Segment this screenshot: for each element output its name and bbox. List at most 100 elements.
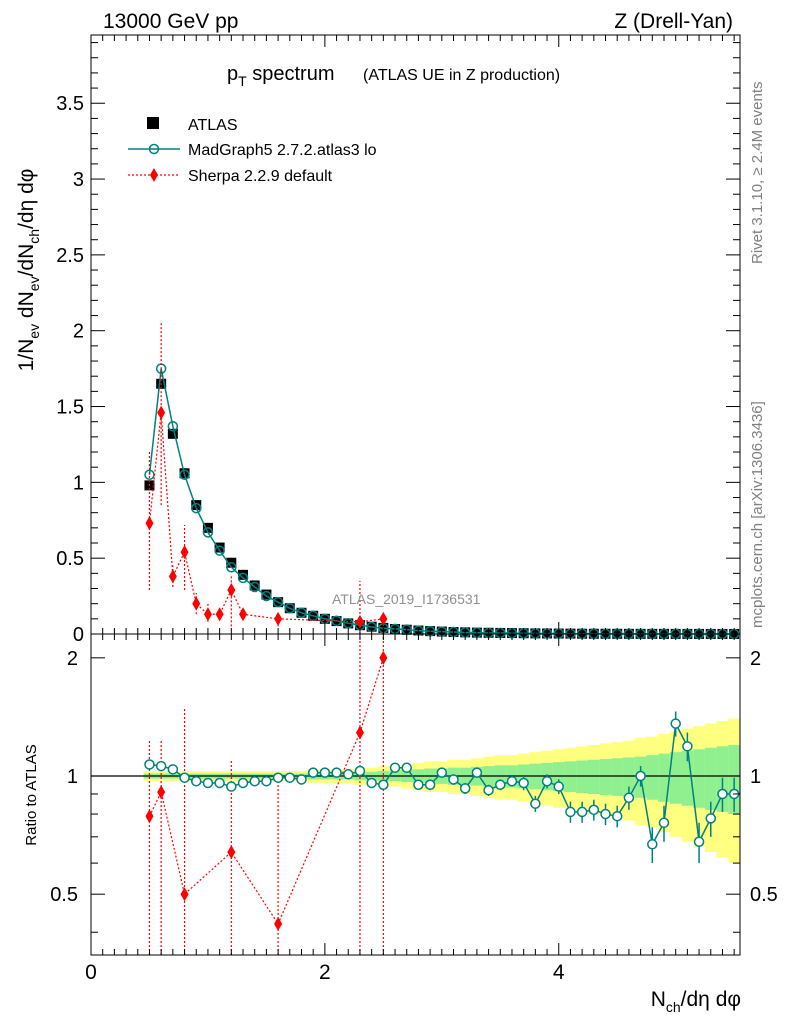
madgraph-ratio-point bbox=[588, 804, 600, 816]
madgraph-data-point bbox=[272, 596, 284, 608]
madgraph-data-point bbox=[202, 527, 214, 538]
madgraph-ratio-point bbox=[378, 779, 389, 791]
sherpa-data-point bbox=[215, 607, 224, 622]
madgraph-ratio-point bbox=[717, 788, 728, 800]
legend-sherpa-label: Sherpa 2.2.9 default bbox=[188, 168, 333, 185]
ratio-panel: 0 2 4 0.5 0.5 1 1 2 2 Ratio to ATLAS Nch/dη dφ bbox=[23, 633, 778, 1015]
madgraph-data-point bbox=[179, 469, 190, 481]
sherpa-data-point bbox=[180, 545, 189, 560]
header-right: Z (Drell-Yan) bbox=[614, 10, 733, 33]
sherpa-ratio-point bbox=[145, 809, 154, 824]
main-y-tick-label: 1 bbox=[73, 472, 84, 494]
madgraph-ratio-point bbox=[354, 765, 366, 777]
madgraph-ratio-point bbox=[261, 775, 272, 787]
main-y-tick-label: 3.5 bbox=[56, 93, 84, 115]
legend-atlas-label: ATLAS bbox=[188, 117, 238, 134]
sherpa-data-point bbox=[227, 583, 236, 598]
madgraph-ratio-point bbox=[495, 779, 506, 791]
madgraph-ratio-point bbox=[202, 777, 214, 789]
uncertainty-band-green bbox=[646, 755, 659, 800]
ratio-y-tick-label: 1 bbox=[67, 766, 78, 788]
legend: ATLAS MadGraph5 2.7.2.atlas3 lo Sherpa 2… bbox=[128, 117, 377, 185]
madgraph-ratio-point bbox=[155, 760, 167, 772]
madgraph-ratio-point bbox=[600, 808, 611, 820]
madgraph-ratio-point bbox=[705, 813, 717, 824]
ratio-y-axis-label: Ratio to ATLAS bbox=[23, 744, 40, 845]
atlas-data-point bbox=[214, 542, 225, 553]
madgraph-ratio-point bbox=[249, 775, 260, 787]
legend-atlas-square-icon bbox=[147, 117, 159, 129]
madgraph-ratio-point bbox=[167, 764, 179, 775]
analysis-watermark: ATLAS_2019_I1736531 bbox=[332, 591, 481, 607]
sherpa-ratio-point bbox=[180, 887, 189, 902]
madgraph-data-point bbox=[214, 545, 225, 556]
rivet-label: Rivet 3.1.10, ≥ 2.4M events bbox=[749, 82, 766, 265]
madgraph-data-point bbox=[167, 420, 179, 432]
madgraph-ratio-point bbox=[413, 779, 424, 791]
madgraph-data-point bbox=[331, 615, 342, 627]
sherpa-ratio-point bbox=[355, 725, 364, 740]
x-tick-label: 2 bbox=[319, 961, 331, 984]
madgraph-data-point bbox=[249, 581, 260, 593]
x-tick-label: 0 bbox=[85, 961, 97, 984]
madgraph-ratio-point bbox=[190, 775, 202, 787]
madgraph-data-point bbox=[261, 590, 272, 602]
madgraph-ratio-point bbox=[623, 792, 635, 804]
sherpa-data-point bbox=[203, 607, 212, 622]
madgraph-ratio-point bbox=[565, 806, 576, 818]
sherpa-ratio-point bbox=[274, 916, 283, 931]
x-tick-label: 4 bbox=[553, 961, 565, 984]
madgraph-ratio-point bbox=[319, 767, 331, 778]
uncertainty-band-green bbox=[704, 747, 718, 810]
uncertainty-band-green bbox=[611, 758, 624, 796]
uncertainty-band-green bbox=[623, 757, 636, 797]
madgraph-ratio-point bbox=[284, 772, 296, 783]
madgraph-data-point bbox=[190, 502, 202, 514]
uncertainty-band-green bbox=[599, 758, 612, 795]
legend-madgraph-circle-icon bbox=[148, 143, 160, 155]
atlas-data-point bbox=[249, 580, 260, 591]
mcplots-label: mcplots.cern.ch [arXiv:1306.3436] bbox=[749, 401, 766, 628]
sherpa-data-point bbox=[239, 607, 248, 622]
atlas-data-point bbox=[238, 569, 249, 580]
uncertainty-band-green bbox=[587, 759, 601, 794]
uncertainty-band-green bbox=[693, 749, 706, 808]
sherpa-ratio-point bbox=[379, 650, 388, 665]
main-panel: 0 0.5 1 1.5 2 2.5 3 3.5 pT spectrum (ATLAS UE i… bbox=[15, 34, 741, 646]
sherpa-data-point bbox=[145, 516, 154, 531]
madgraph-ratio-point bbox=[518, 777, 529, 789]
ratio-y-tick-label: 0.5 bbox=[50, 884, 78, 906]
madgraph-ratio-point bbox=[296, 774, 307, 785]
header-left: 13000 GeV pp bbox=[103, 10, 238, 33]
madgraph-data-point bbox=[296, 607, 307, 619]
madgraph-ratio-point bbox=[226, 781, 237, 792]
madgraph-ratio-point bbox=[343, 769, 354, 780]
madgraph-ratio-point bbox=[506, 775, 518, 787]
madgraph-ratio-point bbox=[611, 810, 623, 822]
sherpa-data-point bbox=[192, 596, 201, 611]
madgraph-ratio-point bbox=[670, 718, 681, 729]
madgraph-ratio-point bbox=[214, 777, 225, 789]
main-y-tick-label: 0.5 bbox=[56, 548, 84, 570]
main-y-tick-label: 1.5 bbox=[56, 397, 84, 419]
ratio-y-tick-label-right: 2 bbox=[750, 648, 761, 670]
title-rest: spectrum bbox=[247, 63, 335, 85]
uncertainty-band-green bbox=[564, 761, 577, 793]
uncertainty-band-green bbox=[658, 753, 671, 802]
main-y-tick-label: 3 bbox=[73, 169, 84, 191]
x-axis-label: Nch/dη dφ bbox=[651, 988, 741, 1015]
atlas-data-point bbox=[191, 500, 202, 511]
chart-title: pT spectrum bbox=[227, 63, 335, 89]
uncertainty-band-green bbox=[669, 752, 683, 804]
title-p: p bbox=[227, 63, 238, 85]
chart-subtitle: (ATLAS UE in Z production) bbox=[363, 67, 560, 84]
ratio-y-tick-label: 2 bbox=[67, 648, 78, 670]
madgraph-ratio-point bbox=[647, 839, 658, 850]
sherpa-series-line bbox=[148, 412, 384, 623]
madgraph-data-point bbox=[343, 617, 354, 629]
atlas-data-point bbox=[261, 589, 272, 600]
sherpa-ratio-point bbox=[227, 845, 236, 860]
main-y-tick-label: 2 bbox=[73, 321, 84, 343]
madgraph-ratio-point bbox=[541, 775, 553, 787]
